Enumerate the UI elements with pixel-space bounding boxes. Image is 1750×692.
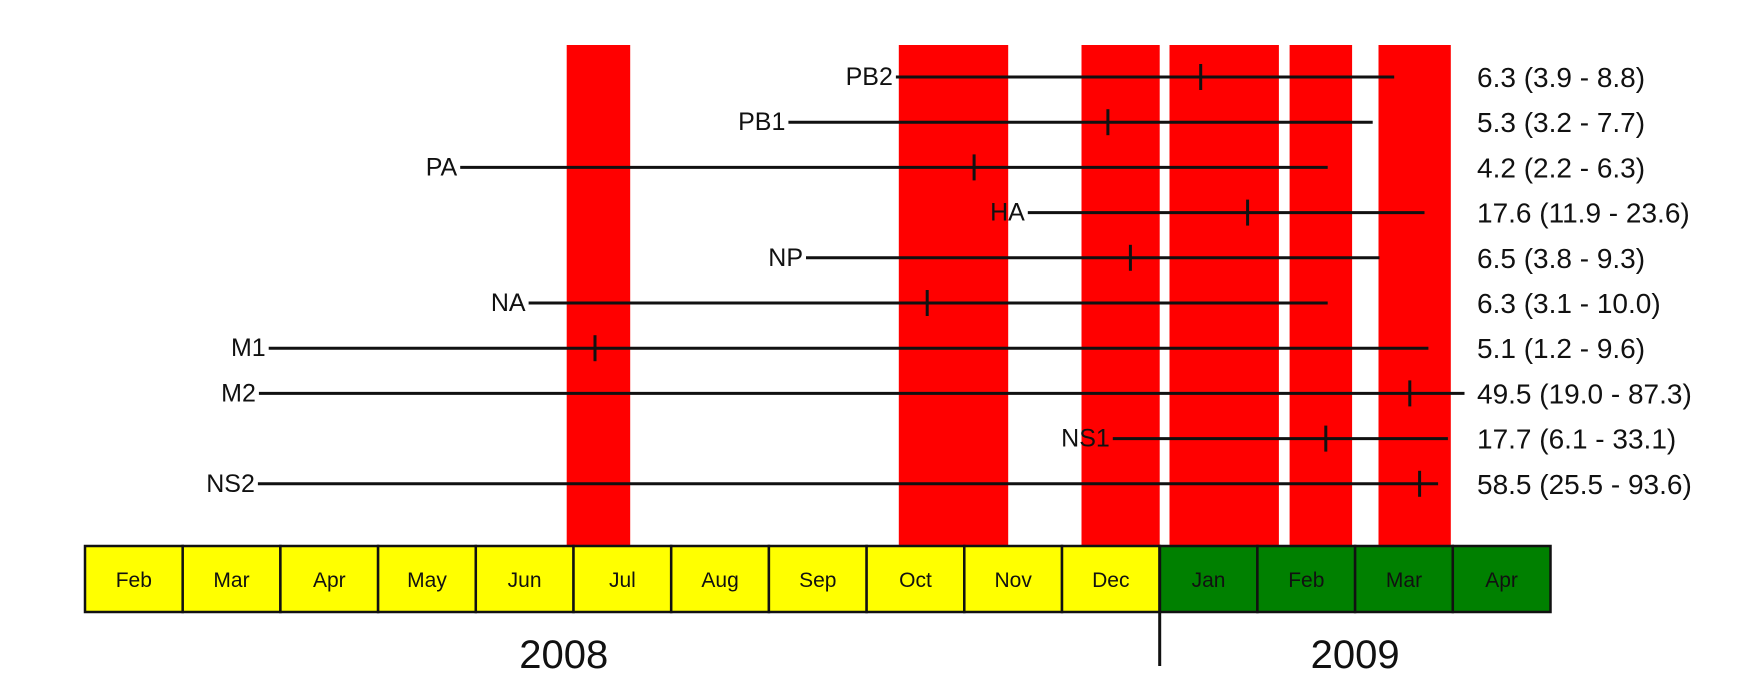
month-box-14 [1451, 544, 1552, 614]
month-box-13 [1353, 544, 1455, 614]
month-box-1 [181, 544, 282, 614]
month-label-6: Aug [701, 569, 738, 592]
segment-label-m1: M1 [231, 334, 266, 362]
value-label-pb1: 5.3 (3.2 - 7.7) [1477, 107, 1645, 138]
segment-label-ns2: NS2 [206, 470, 255, 498]
month-label-14: Apr [1485, 569, 1518, 592]
month-box-7 [767, 544, 868, 614]
highlight-band-5 [1378, 45, 1451, 546]
month-label-0: Feb [116, 569, 152, 592]
segment-label-np: NP [768, 244, 803, 272]
segment-label-m2: M2 [221, 379, 256, 407]
value-label-na: 6.3 (3.1 - 10.0) [1477, 288, 1661, 319]
month-label-3: May [407, 569, 447, 592]
highlight-band-1 [898, 45, 1009, 546]
month-label-12: Feb [1288, 569, 1324, 592]
segment-label-ns1: NS1 [1061, 425, 1110, 453]
month-label-4: Jun [508, 569, 542, 592]
highlight-band-2 [1081, 45, 1160, 546]
value-label-ns2: 58.5 (25.5 - 93.6) [1477, 469, 1692, 500]
value-label-m2: 49.5 (19.0 - 87.3) [1477, 378, 1692, 409]
highlight-band-4 [1289, 45, 1353, 546]
month-label-13: Mar [1386, 569, 1422, 592]
month-box-8 [865, 544, 966, 614]
month-label-7: Sep [799, 569, 836, 592]
month-box-2 [279, 544, 380, 614]
highlight-band-3 [1169, 45, 1279, 546]
month-box-11 [1158, 544, 1259, 614]
month-label-10: Dec [1092, 569, 1129, 592]
value-label-ha: 17.6 (11.9 - 23.6) [1477, 198, 1690, 229]
month-label-8: Oct [899, 569, 932, 592]
value-label-np: 6.5 (3.8 - 9.3) [1477, 243, 1645, 274]
month-box-12 [1256, 544, 1357, 614]
month-label-11: Jan [1192, 569, 1226, 592]
month-label-5: Jul [609, 569, 636, 592]
highlight-band-0 [566, 45, 631, 546]
year-label-2009: 2009 [1311, 633, 1400, 677]
year-labels: 2008 2009 [519, 546, 1400, 677]
month-label-2: Apr [313, 569, 346, 592]
segment-label-na: NA [491, 289, 526, 317]
month-box-5 [572, 544, 673, 614]
segment-rows: PB2 6.3 (3.9 - 8.8) PB1 5.3 (3.2 - 7.7) PA 4.… [206, 62, 1692, 500]
month-label-1: Mar [213, 569, 249, 592]
year-label-2008: 2008 [519, 633, 608, 677]
month-label-9: Nov [995, 569, 1033, 592]
segment-label-pa: PA [426, 153, 458, 181]
month-box-3 [376, 544, 478, 614]
segment-label-pb2: PB2 [846, 63, 893, 91]
value-label-pb2: 6.3 (3.9 - 8.8) [1477, 62, 1645, 93]
segment-label-pb1: PB1 [738, 108, 785, 136]
value-label-ns1: 17.7 (6.1 - 33.1) [1477, 424, 1676, 455]
month-axis: Feb Mar Apr May Jun Jul Aug Sep Oct Nov Dec Jan Feb M… [83, 544, 1552, 614]
value-label-pa: 4.2 (2.2 - 6.3) [1477, 152, 1645, 183]
highlight-bands [566, 45, 1451, 546]
value-label-m1: 5.1 (1.2 - 9.6) [1477, 333, 1645, 364]
month-box-4 [474, 544, 575, 614]
segment-label-ha: HA [990, 199, 1025, 227]
